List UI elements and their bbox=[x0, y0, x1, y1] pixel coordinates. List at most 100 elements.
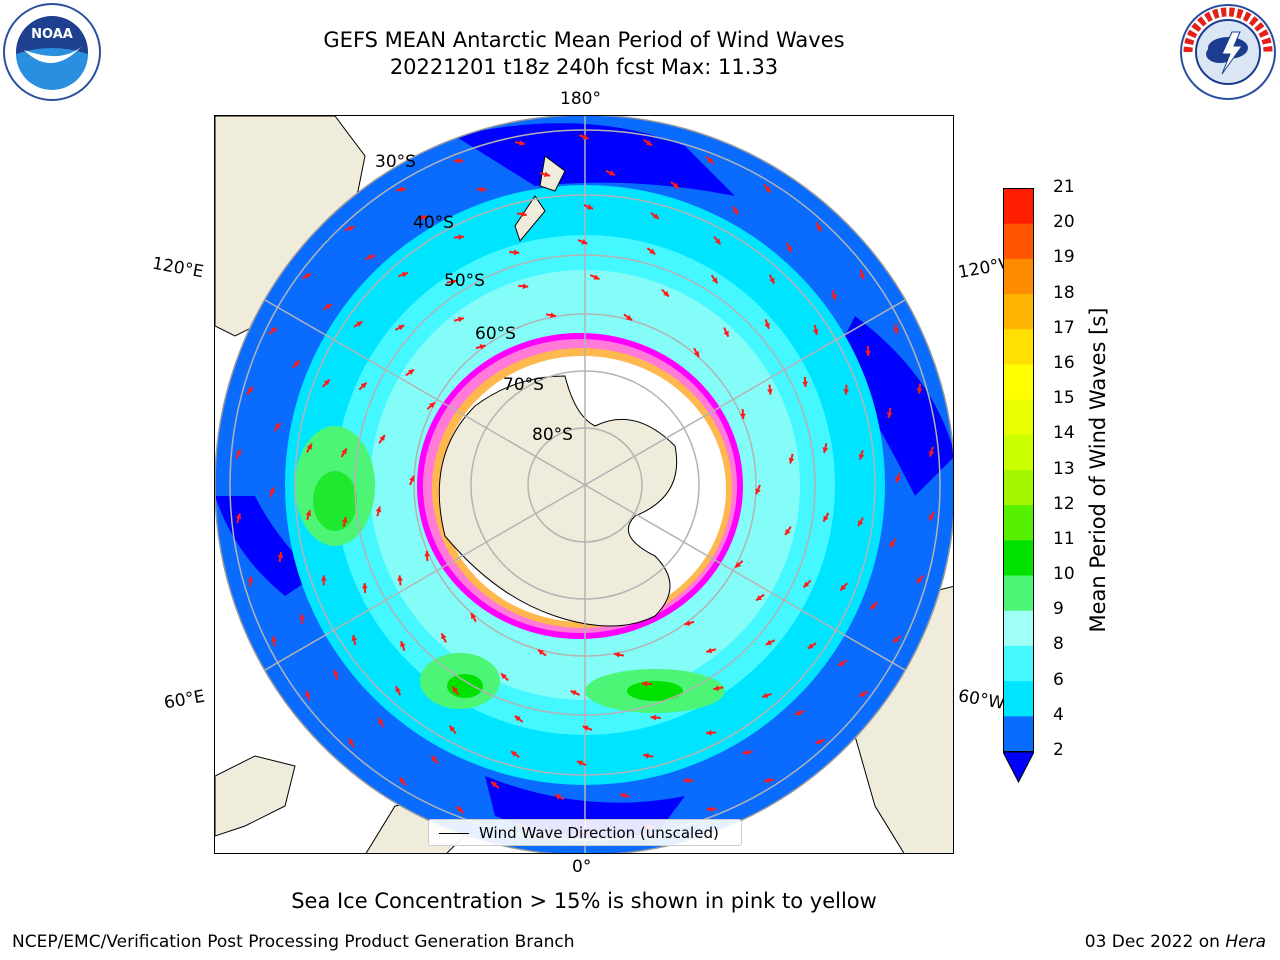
wind-wave-arrowhead bbox=[683, 777, 689, 784]
wind-wave-arrowhead bbox=[299, 613, 305, 620]
wind-wave-arrowhead bbox=[270, 327, 277, 334]
wind-wave-arrowhead bbox=[519, 140, 525, 146]
lat-label-50s: 50°S bbox=[444, 271, 485, 291]
wind-wave-arrowhead bbox=[858, 453, 865, 460]
colorbar-tick-label: 6 bbox=[1053, 669, 1064, 690]
colorbar-band bbox=[1003, 188, 1034, 224]
wind-wave-arrowhead bbox=[421, 214, 428, 221]
nws-logo bbox=[1180, 4, 1276, 100]
wind-wave-arrowhead bbox=[786, 246, 792, 253]
wind-wave-arrowhead bbox=[707, 157, 714, 164]
wind-wave-arrowhead bbox=[815, 738, 822, 745]
wind-wave-arrowhead bbox=[293, 360, 300, 367]
colorbar bbox=[1003, 188, 1034, 784]
colorbar-tick-label: 10 bbox=[1053, 564, 1075, 585]
colorbar-band bbox=[1003, 223, 1034, 259]
wind-wave-arrowhead bbox=[441, 633, 447, 640]
wind-wave-arrowhead bbox=[706, 647, 713, 654]
wind-wave-arrowhead bbox=[626, 314, 633, 321]
wind-wave-arrowhead bbox=[735, 561, 742, 568]
noaa-logo-text: NOAA bbox=[31, 27, 73, 42]
wind-wave-arrowhead bbox=[706, 729, 712, 736]
colorbar-band bbox=[1003, 363, 1034, 400]
footer-branch: NCEP/EMC/Verification Post Processing Pr… bbox=[12, 932, 575, 952]
wind-wave-arrowhead bbox=[306, 443, 312, 450]
colorbar-tick-label: 19 bbox=[1053, 247, 1075, 268]
wind-wave-arrowhead bbox=[767, 389, 773, 395]
legend-line-swatch bbox=[439, 833, 469, 834]
wind-wave-arrowhead bbox=[620, 792, 626, 799]
wind-wave-arrowhead bbox=[723, 330, 729, 337]
wind-wave-arrowhead bbox=[305, 690, 311, 697]
wind-wave-arrowhead bbox=[457, 157, 464, 164]
wind-wave-arrowhead bbox=[732, 208, 739, 215]
wind-wave-arrowhead bbox=[928, 450, 935, 457]
colorbar-tick-label: 20 bbox=[1053, 212, 1075, 233]
wind-wave-arrowhead bbox=[807, 643, 814, 649]
wind-wave-arrowhead bbox=[348, 225, 355, 232]
wind-wave-arrowhead bbox=[713, 685, 720, 692]
colorbar-tick-label: 18 bbox=[1053, 282, 1075, 303]
wind-wave-arrowhead bbox=[491, 781, 498, 788]
wind-wave-arrowhead bbox=[838, 660, 845, 666]
wind-wave-arrowhead bbox=[823, 515, 829, 522]
wind-wave-arrowhead bbox=[831, 294, 837, 301]
wind-wave-arrowhead bbox=[609, 170, 616, 176]
wind-wave-arrowhead bbox=[643, 753, 649, 759]
colorbar-tick-label: 4 bbox=[1053, 704, 1064, 725]
wind-wave-arrowhead bbox=[274, 422, 281, 429]
map-canvas bbox=[215, 116, 953, 853]
wind-wave-arrowhead bbox=[409, 475, 415, 482]
wind-wave-arrowhead bbox=[870, 603, 877, 610]
wind-wave-arrowhead bbox=[916, 388, 923, 394]
wind-wave-arrowhead bbox=[893, 328, 899, 334]
wind-wave-arrowhead bbox=[693, 350, 699, 357]
wind-wave-arrowhead bbox=[756, 595, 762, 601]
wind-wave-arrowhead bbox=[742, 749, 749, 756]
wind-wave-arrowhead bbox=[785, 529, 791, 535]
wind-wave-arrowhead bbox=[269, 487, 275, 494]
legend-label: Wind Wave Direction (unscaled) bbox=[479, 824, 719, 842]
chart-subtitle: 20221201 t18z 240h fcst Max: 11.33 bbox=[389, 55, 779, 79]
wind-wave-arrowhead bbox=[457, 316, 464, 323]
wind-wave-arrowhead bbox=[544, 171, 550, 178]
footer-date: 03 Dec 2022 on Hera bbox=[1085, 932, 1266, 952]
colorbar-tick-label: 15 bbox=[1053, 388, 1075, 409]
wind-wave-arrowhead bbox=[840, 584, 847, 591]
wind-wave-arrowhead bbox=[858, 520, 864, 527]
wind-wave-arrowhead bbox=[428, 402, 435, 409]
wind-wave-arrowhead bbox=[650, 714, 657, 721]
wind-wave-arrowhead bbox=[641, 680, 648, 687]
wind-wave-arrowhead bbox=[235, 513, 242, 520]
wind-wave-arrowhead bbox=[889, 541, 896, 548]
lon-label-60w: 60°W bbox=[956, 686, 1007, 714]
lon-label-180: 180° bbox=[560, 89, 601, 109]
wind-wave-arrowhead bbox=[424, 550, 430, 557]
wind-wave-arrowhead bbox=[351, 635, 358, 641]
wind-wave-arrowhead bbox=[398, 325, 405, 331]
wind-wave-arrowhead bbox=[865, 350, 871, 357]
wind-wave-arrowhead bbox=[764, 186, 771, 193]
wind-wave-arrowhead bbox=[431, 755, 438, 762]
colorbar-band bbox=[1003, 715, 1034, 752]
wind-wave-arrowhead bbox=[320, 575, 327, 581]
map-legend: Wind Wave Direction (unscaled) bbox=[428, 819, 742, 846]
wind-wave-arrowhead bbox=[513, 249, 520, 256]
wind-wave-arrowhead bbox=[803, 581, 810, 588]
wind-wave-arrowhead bbox=[397, 575, 403, 581]
colorbar-band bbox=[1003, 539, 1034, 576]
wind-wave-arrowhead bbox=[481, 186, 487, 193]
wind-wave-arrowhead bbox=[714, 238, 721, 245]
colorbar-band bbox=[1003, 434, 1034, 470]
colorbar-tick-label: 2 bbox=[1053, 740, 1064, 760]
wind-wave-arrowhead bbox=[706, 806, 713, 813]
wind-wave-arrows bbox=[235, 134, 935, 836]
wind-wave-arrowhead bbox=[764, 322, 770, 329]
lat-label-70s: 70°S bbox=[503, 375, 544, 395]
wind-wave-arrowhead bbox=[522, 283, 529, 290]
wind-wave-arrowhead bbox=[449, 725, 456, 732]
wind-wave-arrowhead bbox=[788, 457, 795, 464]
wind-wave-arrowhead bbox=[361, 583, 368, 589]
colorbar-tick-label: 8 bbox=[1053, 634, 1064, 655]
wind-wave-arrowhead bbox=[325, 304, 332, 310]
